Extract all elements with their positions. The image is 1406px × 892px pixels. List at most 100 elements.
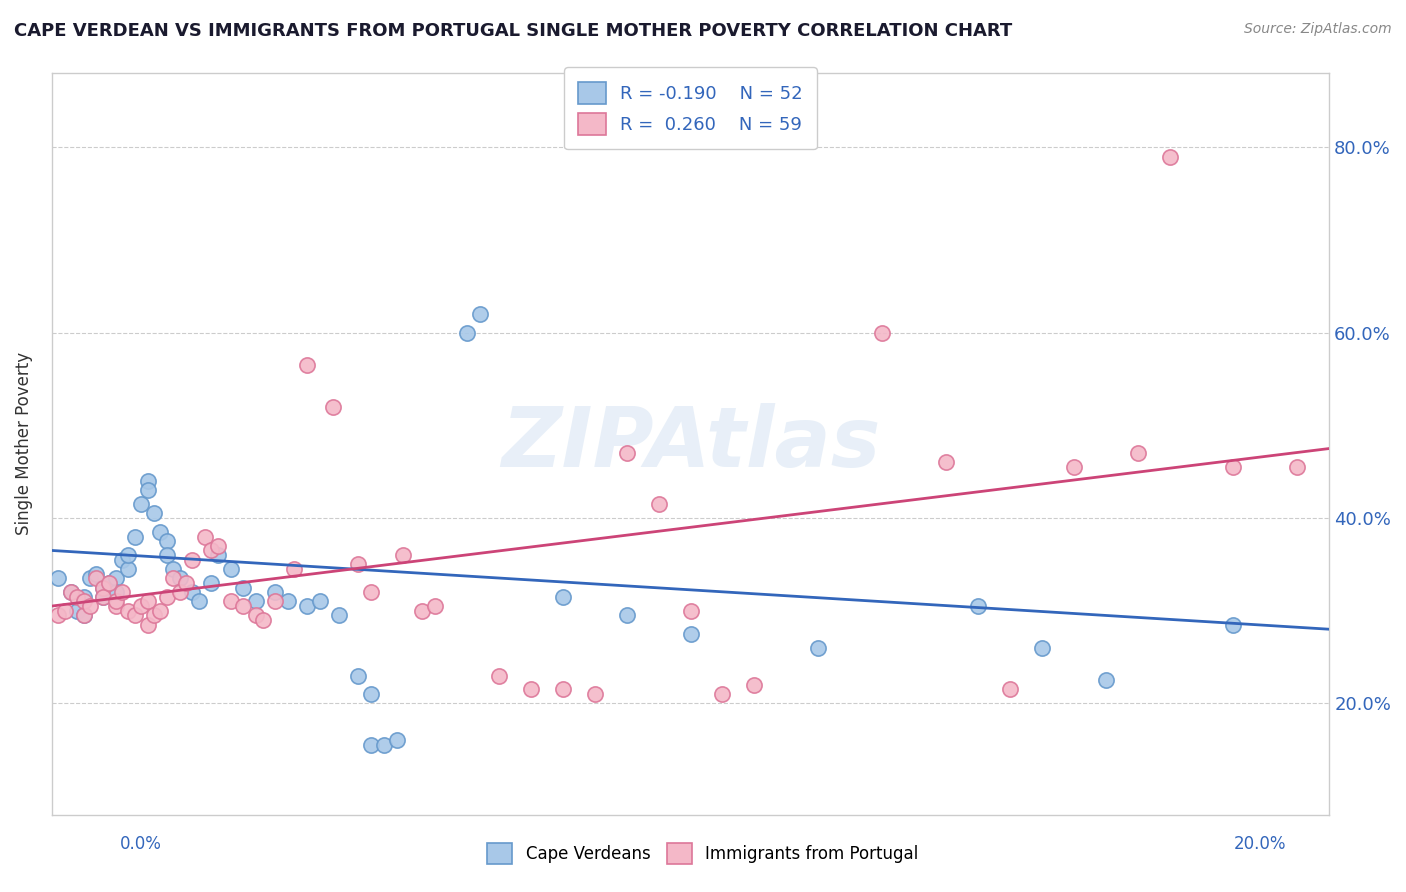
Point [91, 581, 114, 595]
Point [91, 590, 114, 604]
Point [488, 668, 510, 682]
Point [232, 599, 254, 613]
Point [73, 608, 96, 623]
Point [98, 575, 121, 590]
Point [551, 590, 574, 604]
Point [91, 590, 114, 604]
Point [245, 608, 267, 623]
Point [468, 307, 491, 321]
Point [79, 599, 101, 613]
Point [117, 562, 139, 576]
Point [264, 585, 287, 599]
Legend: R = -0.190    N = 52, R =  0.260    N = 59: R = -0.190 N = 52, R = 0.260 N = 59 [564, 68, 817, 149]
Point [1222, 460, 1244, 475]
Point [117, 604, 139, 618]
Point [46, 571, 69, 585]
Point [79, 571, 101, 585]
Point [66, 604, 89, 618]
Point [277, 594, 299, 608]
Y-axis label: Single Mother Poverty: Single Mother Poverty [15, 352, 32, 535]
Point [86, 571, 108, 585]
Point [136, 617, 159, 632]
Point [200, 575, 222, 590]
Text: ZIPAtlas: ZIPAtlas [501, 403, 880, 484]
Point [59, 585, 82, 599]
Point [679, 604, 702, 618]
Point [162, 562, 184, 576]
Point [1063, 460, 1085, 475]
Text: CAPE VERDEAN VS IMMIGRANTS FROM PORTUGAL SINGLE MOTHER POVERTY CORRELATION CHART: CAPE VERDEAN VS IMMIGRANTS FROM PORTUGAL… [14, 22, 1012, 40]
Point [136, 483, 159, 498]
Point [142, 507, 165, 521]
Point [1286, 460, 1309, 475]
Point [283, 562, 305, 576]
Point [111, 585, 134, 599]
Point [73, 590, 96, 604]
Point [1094, 673, 1116, 688]
Point [129, 497, 152, 511]
Point [207, 548, 229, 562]
Point [870, 326, 893, 340]
Point [142, 608, 165, 623]
Point [86, 566, 108, 581]
Point [200, 543, 222, 558]
Point [551, 682, 574, 697]
Point [385, 733, 408, 747]
Point [129, 599, 152, 613]
Point [322, 400, 344, 414]
Point [1126, 446, 1149, 460]
Point [1159, 150, 1181, 164]
Point [360, 687, 382, 701]
Text: Source: ZipAtlas.com: Source: ZipAtlas.com [1244, 22, 1392, 37]
Point [207, 539, 229, 553]
Point [124, 530, 146, 544]
Point [181, 585, 204, 599]
Point [169, 571, 191, 585]
Point [73, 594, 96, 608]
Point [46, 608, 69, 623]
Point [392, 548, 415, 562]
Point [1031, 640, 1053, 655]
Point [373, 738, 395, 752]
Point [616, 446, 638, 460]
Point [616, 608, 638, 623]
Point [174, 575, 197, 590]
Point [104, 594, 127, 608]
Point [66, 590, 89, 604]
Point [219, 594, 242, 608]
Text: 20.0%: 20.0% [1234, 835, 1286, 853]
Point [360, 585, 382, 599]
Point [156, 548, 179, 562]
Point [297, 358, 319, 372]
Point [252, 613, 274, 627]
Point [136, 474, 159, 488]
Point [297, 599, 319, 613]
Point [104, 599, 127, 613]
Point [136, 594, 159, 608]
Point [156, 590, 179, 604]
Point [181, 552, 204, 566]
Point [711, 687, 734, 701]
Point [104, 571, 127, 585]
Point [411, 604, 433, 618]
Point [347, 558, 370, 572]
Point [117, 548, 139, 562]
Point [232, 581, 254, 595]
Point [149, 524, 172, 539]
Point [124, 608, 146, 623]
Point [162, 571, 184, 585]
Point [456, 326, 478, 340]
Point [967, 599, 990, 613]
Point [309, 594, 332, 608]
Point [520, 682, 543, 697]
Point [187, 594, 209, 608]
Point [169, 585, 191, 599]
Point [245, 594, 267, 608]
Point [149, 604, 172, 618]
Point [807, 640, 830, 655]
Point [111, 552, 134, 566]
Text: 0.0%: 0.0% [120, 835, 162, 853]
Point [104, 585, 127, 599]
Point [53, 604, 76, 618]
Point [583, 687, 606, 701]
